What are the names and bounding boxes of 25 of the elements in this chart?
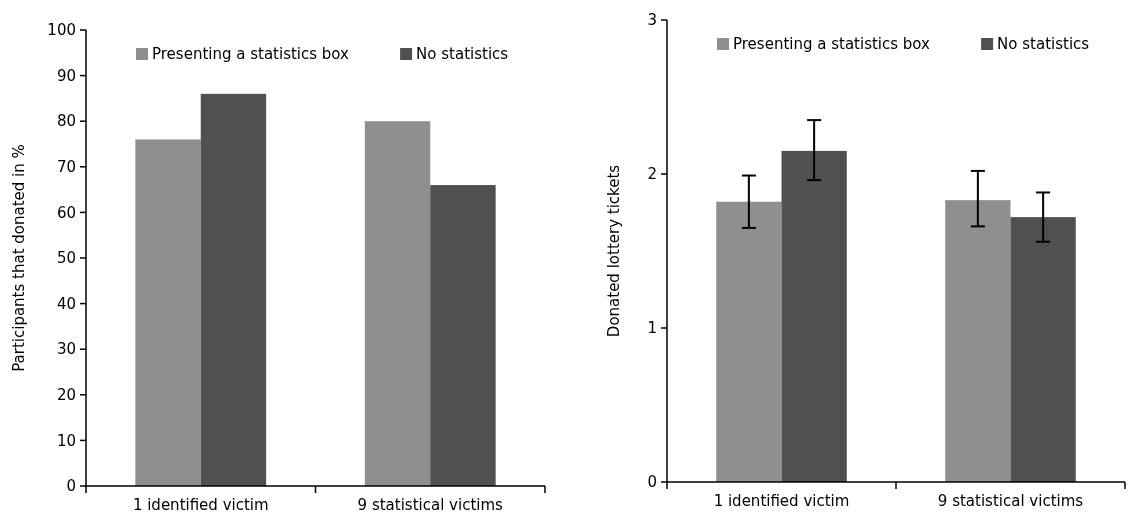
y-tick-label: 0 <box>647 473 657 492</box>
y-tick-label: 80 <box>56 112 76 131</box>
y-tick-label: 0 <box>66 477 76 496</box>
y-tick-label: 10 <box>56 431 76 450</box>
y-tick-label: 1 <box>647 319 657 338</box>
legend-label: No statistics <box>997 35 1090 54</box>
y-tick-label: 20 <box>56 386 76 405</box>
legend-label: Presenting a statistics box <box>152 45 350 64</box>
x-tick-label: 1 identified victim <box>132 496 269 514</box>
y-axis-title: Donated lottery tickets <box>605 164 623 338</box>
x-tick-label: 9 statistical victims <box>937 492 1084 510</box>
y-axis-title: Participants that donated in % <box>10 144 28 372</box>
y-tick-label: 30 <box>56 340 76 359</box>
legend-label: Presenting a statistics box <box>733 35 931 54</box>
x-tick-label: 1 identified victim <box>713 492 850 510</box>
y-tick-label: 90 <box>56 66 76 85</box>
y-tick-label: 40 <box>56 294 76 313</box>
x-tick-label: 9 statistical victims <box>357 496 504 514</box>
y-tick-label: 50 <box>56 249 76 268</box>
y-tick-label: 2 <box>647 165 657 184</box>
y-tick-label: 70 <box>56 158 76 177</box>
legend-label: No statistics <box>416 45 509 64</box>
y-tick-label: 60 <box>56 203 76 222</box>
y-tick-label: 3 <box>647 11 657 30</box>
y-tick-label: 100 <box>47 21 76 40</box>
